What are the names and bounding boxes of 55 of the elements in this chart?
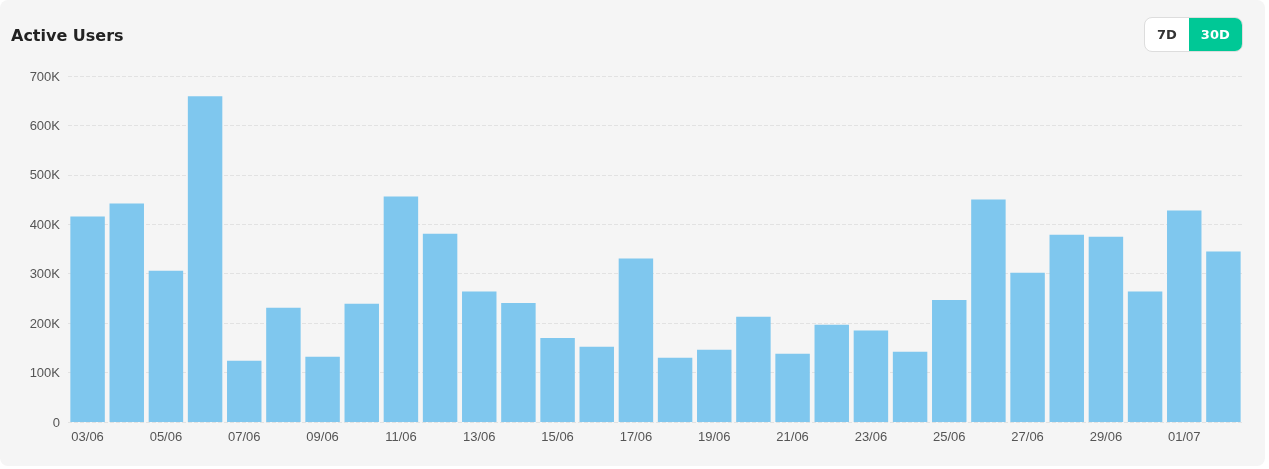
bar	[187, 96, 223, 422]
x-tick-label: 11/06	[385, 429, 417, 444]
x-tick-label: 23/06	[854, 429, 888, 444]
bar	[383, 196, 419, 422]
range-toggle: 7D 30D	[1144, 17, 1243, 52]
y-tick-label: 200K	[29, 315, 61, 331]
y-tick-label: 400K	[29, 216, 61, 232]
bar	[892, 351, 928, 422]
bar	[1088, 236, 1124, 422]
bar	[305, 356, 340, 422]
bar	[462, 291, 497, 422]
bar	[266, 307, 301, 422]
bar	[814, 324, 849, 422]
x-tick-label: 07/06	[227, 429, 261, 444]
y-tick-label: 100K	[29, 365, 61, 381]
x-tick-label: 09/06	[306, 429, 339, 444]
bar	[1167, 210, 1202, 422]
x-tick-label: 03/06	[71, 429, 104, 444]
x-tick-label: 05/06	[149, 429, 183, 444]
bar	[736, 316, 771, 422]
x-tick-label: 29/06	[1089, 429, 1123, 444]
bar	[1049, 234, 1084, 422]
bar	[344, 303, 379, 422]
bar	[932, 299, 967, 422]
bar	[697, 349, 732, 422]
x-tick-label: 01/07	[1167, 429, 1201, 444]
y-tick-label: 0	[52, 414, 60, 430]
bar	[657, 357, 693, 422]
bar	[579, 346, 614, 422]
bar	[1127, 291, 1163, 422]
chart-title: Active Users	[11, 26, 124, 45]
x-tick-label: 15/06	[541, 429, 574, 444]
bar	[70, 216, 105, 422]
bar	[227, 360, 262, 422]
bar	[148, 270, 184, 422]
x-tick-label: 27/06	[1011, 429, 1044, 444]
bar	[540, 337, 575, 422]
bar	[1206, 251, 1241, 422]
bar	[109, 203, 144, 422]
y-tick-label: 500K	[29, 167, 61, 183]
bar	[1010, 272, 1045, 422]
y-tick-label: 300K	[29, 266, 61, 282]
y-tick-label: 700K	[29, 68, 61, 84]
bar	[971, 199, 1006, 422]
bar	[853, 330, 889, 422]
bar	[501, 302, 536, 422]
x-tick-label: 17/06	[619, 429, 653, 444]
bar	[422, 233, 458, 422]
x-tick-label: 19/06	[697, 429, 731, 444]
x-tick-label: 21/06	[776, 429, 809, 444]
x-tick-label: 25/06	[932, 429, 966, 444]
bar	[775, 353, 810, 422]
bar	[618, 258, 654, 422]
y-tick-label: 600K	[29, 117, 61, 133]
x-tick-label: 13/06	[462, 429, 496, 444]
